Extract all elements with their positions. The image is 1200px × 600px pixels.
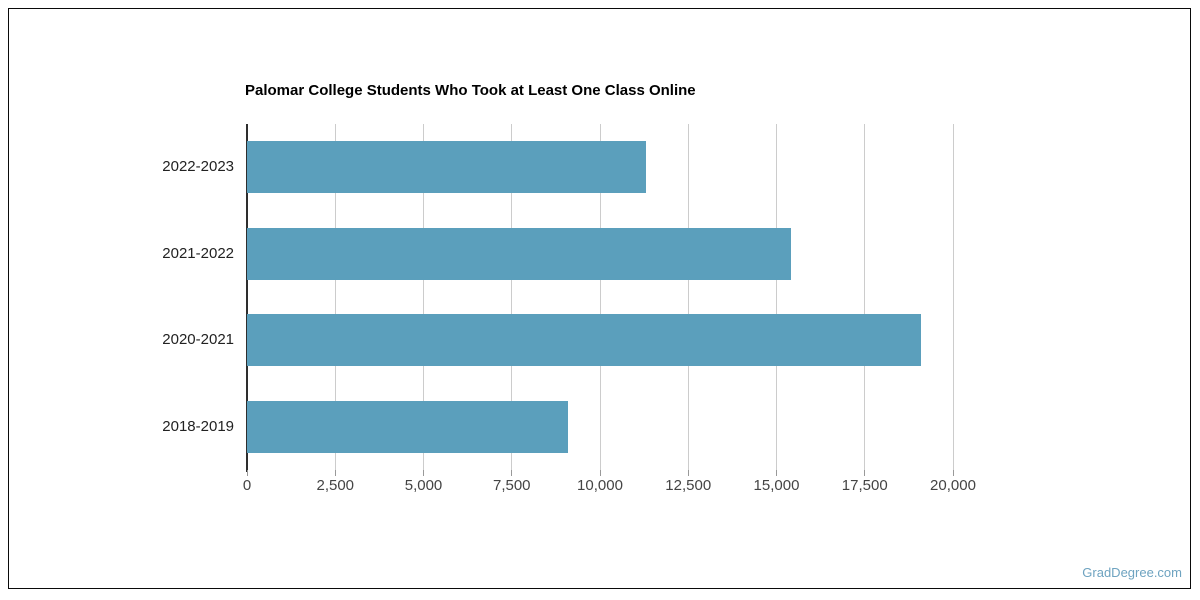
x-tick-label: 15,000 — [753, 477, 800, 494]
x-tick-mark — [599, 470, 601, 476]
watermark-link[interactable]: GradDegree.com — [1082, 565, 1182, 580]
x-tick-mark — [423, 470, 424, 476]
y-category-label: 2022-2023 — [162, 158, 234, 176]
x-tick-mark — [864, 470, 866, 476]
bar — [247, 141, 646, 194]
x-tick-label: 10,000 — [577, 477, 623, 494]
gridline — [776, 124, 777, 470]
x-tick-mark — [334, 470, 336, 476]
x-tick-label: 17,500 — [841, 477, 888, 494]
y-category-label: 2018-2019 — [162, 417, 234, 435]
y-axis-labels: 2022-2023 2021-2022 2020-2021 2018-2019 — [100, 124, 234, 470]
x-tick-label: 12,500 — [665, 477, 712, 494]
x-tick-label: 7,500 — [492, 477, 531, 494]
x-tick-label: 2,500 — [316, 477, 355, 494]
x-axis: 0 2,500 5,000 7,500 10,000 12,500 15,000 17,500… — [243, 470, 976, 500]
gridline — [511, 124, 513, 470]
x-tick-label: 5,000 — [404, 477, 443, 494]
bar — [247, 314, 922, 367]
x-tick-mark — [246, 470, 248, 476]
y-category-label: 2020-2021 — [162, 331, 234, 349]
plot-area — [247, 124, 954, 470]
x-tick-label: 20,000 — [930, 477, 976, 494]
x-tick-label: 0 — [242, 477, 252, 494]
gridline — [952, 124, 954, 470]
gridline — [334, 124, 336, 470]
bar — [247, 400, 569, 453]
x-tick-mark — [776, 470, 777, 476]
bar — [247, 227, 791, 280]
y-category-label: 2021-2022 — [162, 244, 234, 262]
x-tick-mark — [687, 470, 689, 476]
gridline — [864, 124, 866, 470]
x-tick-mark — [511, 470, 513, 476]
gridline — [423, 124, 424, 470]
x-tick-mark — [952, 470, 954, 476]
gridline — [687, 124, 689, 470]
chart-title: Palomar College Students Who Took at Lea… — [245, 82, 696, 99]
gridline — [599, 124, 601, 470]
y-axis-line — [246, 124, 248, 472]
